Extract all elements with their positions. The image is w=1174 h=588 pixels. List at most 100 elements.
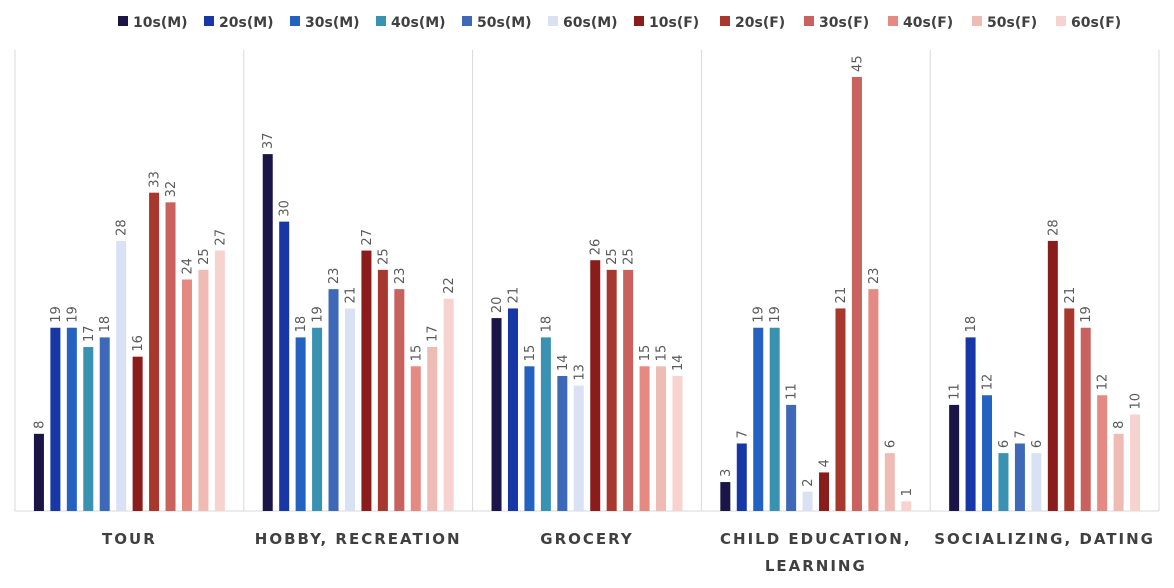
bar-30s(M)-4 <box>753 327 764 511</box>
data-label: 26 <box>589 239 604 256</box>
legend-label: 20s(M) <box>219 15 274 31</box>
bar-10s(M)-4 <box>720 482 731 511</box>
bar-30s(M)-5 <box>982 395 993 511</box>
bar-50s(M)-5 <box>1014 443 1025 511</box>
plot-area: 819 1917182816333224252737301819232127252… <box>14 50 1160 512</box>
category-label: GROCERY <box>540 530 633 548</box>
data-label: 17 <box>82 325 97 342</box>
data-label: 25 <box>197 248 212 265</box>
data-label: 17 <box>426 325 441 342</box>
legend-item-9: 30s(F) <box>804 15 869 31</box>
bar-10s(F)-3 <box>590 260 601 511</box>
bar-10s(F)-4 <box>819 472 830 511</box>
bar-20s(M)-3 <box>507 308 518 511</box>
bar-20s(F)-4 <box>835 308 846 511</box>
bar-30s(F)-3 <box>623 269 634 511</box>
bar-30s(F)-4 <box>851 76 862 511</box>
data-label: 6 <box>883 440 898 448</box>
bar-60s(M)-4 <box>802 491 813 511</box>
bar-20s(M)-1 <box>50 327 61 511</box>
data-label: 4 <box>818 459 833 467</box>
data-label: 23 <box>327 268 342 285</box>
data-label: 6 <box>997 440 1012 448</box>
legend-label: 60s(F) <box>1071 15 1121 31</box>
data-label: 25 <box>622 248 637 265</box>
legend-swatch <box>720 16 730 26</box>
legend-label: 30s(F) <box>819 15 869 31</box>
data-label: 25 <box>605 248 620 265</box>
data-label: 37 <box>261 133 276 150</box>
bar-50s(M)-1 <box>99 337 110 512</box>
bar-50s(F)-4 <box>884 453 895 512</box>
data-label: 18 <box>98 316 113 333</box>
legend-swatch <box>376 16 386 26</box>
data-label: 15 <box>409 345 424 362</box>
bar-50s(M)-2 <box>328 289 339 511</box>
bar-40s(M)-1 <box>83 347 94 511</box>
bar-50s(M)-3 <box>557 375 568 511</box>
legend-swatch <box>118 16 128 26</box>
legend-item-3: 30s(M) <box>290 15 360 31</box>
legend-label: 20s(F) <box>735 15 785 31</box>
data-label: 8 <box>32 421 47 429</box>
bar-30s(F)-5 <box>1080 327 1091 511</box>
data-label: 11 <box>785 383 800 400</box>
bar-50s(F)-3 <box>656 366 667 511</box>
bar-40s(F)-3 <box>639 366 650 511</box>
bar-30s(M)-2 <box>295 337 306 512</box>
data-label: 24 <box>180 258 195 275</box>
legend-swatch <box>204 16 214 26</box>
data-label: 21 <box>834 287 849 304</box>
bar-40s(F)-5 <box>1097 395 1108 511</box>
data-label: 15 <box>523 345 538 362</box>
bar-60s(F)-4 <box>901 501 912 511</box>
bar-30s(M)-1 <box>66 327 77 511</box>
bar-60s(F)-1 <box>214 250 225 511</box>
bar-40s(M)-3 <box>540 337 551 512</box>
data-label: 19 <box>311 306 326 323</box>
bar-30s(F)-2 <box>394 289 405 511</box>
legend-swatch <box>804 16 814 26</box>
data-label: 8 <box>1112 421 1127 429</box>
data-label: 21 <box>506 287 521 304</box>
data-label: 14 <box>556 354 571 371</box>
data-label: 12 <box>1096 374 1111 391</box>
legend-swatch <box>290 16 300 26</box>
data-label: 19 <box>49 306 64 323</box>
legend-swatch <box>972 16 982 26</box>
data-label: 15 <box>655 345 670 362</box>
legend-item-5: 50s(M) <box>462 15 532 31</box>
bar-60s(F)-5 <box>1130 414 1141 511</box>
bar-50s(M)-4 <box>786 404 797 511</box>
data-label: 15 <box>638 345 653 362</box>
bar-20s(F)-3 <box>606 269 617 511</box>
legend-item-11: 50s(F) <box>972 15 1037 31</box>
data-label: 21 <box>1063 287 1078 304</box>
legend-label: 50s(M) <box>477 15 532 31</box>
bar-60s(F)-3 <box>672 375 683 511</box>
bar-10s(M)-1 <box>33 433 44 511</box>
data-label: 27 <box>213 229 228 246</box>
legend-swatch <box>548 16 558 26</box>
data-label: 10 <box>1129 393 1144 410</box>
category-label: TOUR <box>102 530 157 548</box>
legend-item-2: 20s(M) <box>204 15 274 31</box>
legend-item-10: 40s(F) <box>888 15 953 31</box>
data-label: 1 <box>900 488 915 496</box>
bar-40s(F)-2 <box>410 366 421 511</box>
data-label: 6 <box>1030 440 1045 448</box>
data-label: 19 <box>65 306 80 323</box>
data-label: 20 <box>490 297 505 314</box>
bar-40s(F)-1 <box>181 279 192 511</box>
data-label: 45 <box>850 55 865 72</box>
category-label: CHILD EDUCATION, <box>720 530 912 548</box>
data-label: 30 <box>278 200 293 217</box>
bar-40s(M)-5 <box>998 453 1009 512</box>
data-label: 3 <box>719 469 734 477</box>
bar-30s(F)-1 <box>165 202 176 511</box>
legend-swatch <box>888 16 898 26</box>
data-label: 23 <box>393 268 408 285</box>
data-label: 22 <box>442 277 457 294</box>
bar-10s(M)-2 <box>262 154 273 511</box>
data-label: 27 <box>360 229 375 246</box>
